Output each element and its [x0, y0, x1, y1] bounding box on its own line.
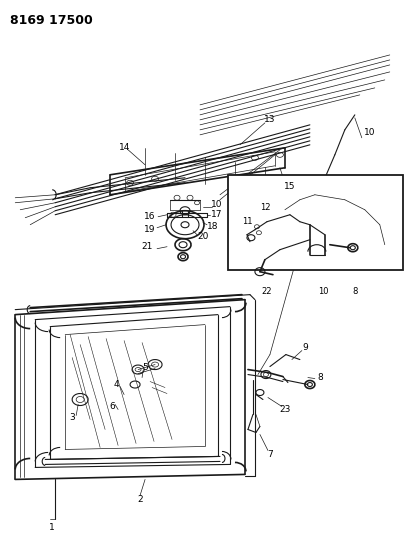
Text: 20: 20: [197, 232, 208, 241]
Text: 16: 16: [144, 212, 155, 221]
Text: 1: 1: [49, 523, 55, 532]
Text: 5: 5: [142, 363, 148, 372]
Text: 7: 7: [266, 450, 272, 459]
Text: 19: 19: [144, 225, 155, 234]
Text: 4: 4: [113, 380, 119, 389]
Text: 8: 8: [316, 373, 322, 382]
Text: 11: 11: [241, 217, 252, 226]
Text: 18: 18: [207, 222, 218, 231]
Text: 10: 10: [211, 200, 222, 209]
Text: 13: 13: [263, 115, 275, 124]
Text: 10: 10: [317, 287, 327, 296]
Text: 23: 23: [279, 405, 290, 414]
Text: 22: 22: [261, 287, 272, 296]
Text: 17: 17: [211, 210, 222, 219]
Text: 15: 15: [283, 182, 295, 191]
Text: 10: 10: [363, 128, 375, 138]
Text: 8: 8: [351, 287, 357, 296]
Text: 9: 9: [301, 343, 307, 352]
Text: 14: 14: [119, 143, 130, 152]
Text: 21: 21: [141, 242, 153, 251]
Text: 6: 6: [109, 402, 115, 411]
Text: 8169 17500: 8169 17500: [10, 14, 93, 27]
Text: 3: 3: [69, 413, 75, 422]
Text: 2: 2: [137, 495, 143, 504]
Text: 12: 12: [259, 203, 270, 212]
Bar: [227, 175, 402, 270]
